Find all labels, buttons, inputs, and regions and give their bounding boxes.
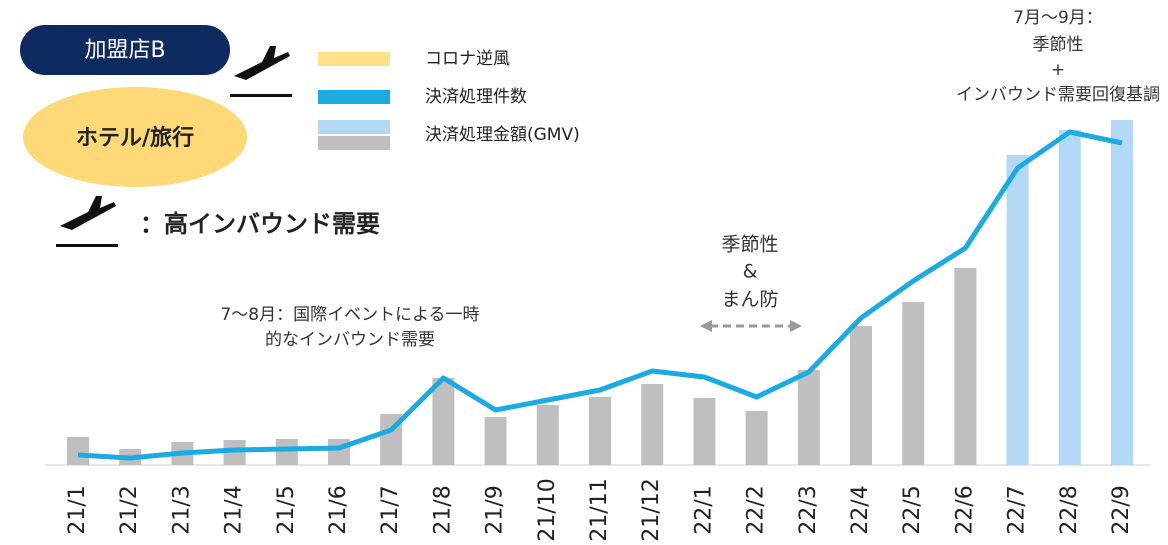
legend-label: 決済処理件数 <box>425 87 527 107</box>
x-tick-label: 21/4 <box>222 485 247 534</box>
x-tick-label: 21/11 <box>587 478 612 541</box>
x-tick-label: 21/12 <box>639 478 664 541</box>
annotation: + <box>1051 60 1065 80</box>
x-tick-label: 22/8 <box>1057 485 1082 534</box>
plane-icon <box>56 196 118 247</box>
x-tick-label: 21/6 <box>326 485 351 534</box>
annotation: 7月〜9月： <box>1013 8 1103 28</box>
badge-bg <box>20 25 230 75</box>
badge: 加盟店B <box>84 38 165 63</box>
x-tick-label: 21/7 <box>378 485 403 534</box>
x-tick-label: 22/1 <box>691 485 716 534</box>
bar <box>745 411 768 465</box>
annotation: まん防 <box>721 289 778 311</box>
bar <box>1058 130 1081 465</box>
x-tick-label: 22/4 <box>848 485 873 534</box>
x-tick-label: 21/1 <box>65 485 90 534</box>
x-tick-label: 21/10 <box>535 478 560 541</box>
legend-swatch <box>318 90 390 104</box>
annotation: インバウンド需要回復基調 <box>956 85 1160 105</box>
x-tick-label: 22/2 <box>744 485 769 534</box>
bar <box>1111 120 1133 465</box>
bar <box>1006 155 1029 465</box>
bar <box>693 398 716 465</box>
x-tick-label: 21/9 <box>483 485 508 534</box>
annotation: 的なインバウンド需要 <box>265 330 435 350</box>
x-tick-label: 21/2 <box>117 485 142 534</box>
annotation: 季節性 <box>721 234 778 256</box>
bar <box>797 370 820 465</box>
dashed-arrow <box>700 320 802 332</box>
annotation: 季節性 <box>1033 35 1084 55</box>
x-tick-label: 21/8 <box>430 485 455 534</box>
line <box>77 129 1123 461</box>
legend-label: 決済処理金額(GMV) <box>425 125 580 145</box>
x-tick-label: 21/5 <box>274 485 299 534</box>
legend-swatch <box>318 136 390 150</box>
x-tick-label: 22/6 <box>952 485 977 534</box>
bar <box>641 384 664 465</box>
annotation: & <box>743 261 758 283</box>
segment-bg <box>23 87 247 187</box>
x-tick-label: 22/9 <box>1109 485 1134 534</box>
legend-label: コロナ逆風 <box>425 49 510 69</box>
bar <box>902 302 925 465</box>
plane-icon <box>230 46 292 97</box>
x-tick-label: 22/5 <box>900 485 925 534</box>
bar <box>67 437 89 465</box>
bar <box>536 405 559 465</box>
segment: ホテル/旅行 <box>76 125 194 151</box>
bar <box>954 268 977 465</box>
bar <box>589 397 611 465</box>
x-tick-label: 21/3 <box>169 485 194 534</box>
annotation: 7〜8月：国際イベントによる一時 <box>220 305 479 325</box>
bar <box>275 439 298 465</box>
legend-swatch <box>318 120 390 134</box>
bar <box>484 417 507 465</box>
x-tick-label: 22/3 <box>796 485 821 534</box>
bar <box>850 326 872 465</box>
legend-swatch <box>318 52 390 66</box>
icon-note: ：高インバウンド需要 <box>140 210 380 238</box>
x-tick-label: 22/7 <box>1005 485 1030 534</box>
bar <box>432 378 455 465</box>
